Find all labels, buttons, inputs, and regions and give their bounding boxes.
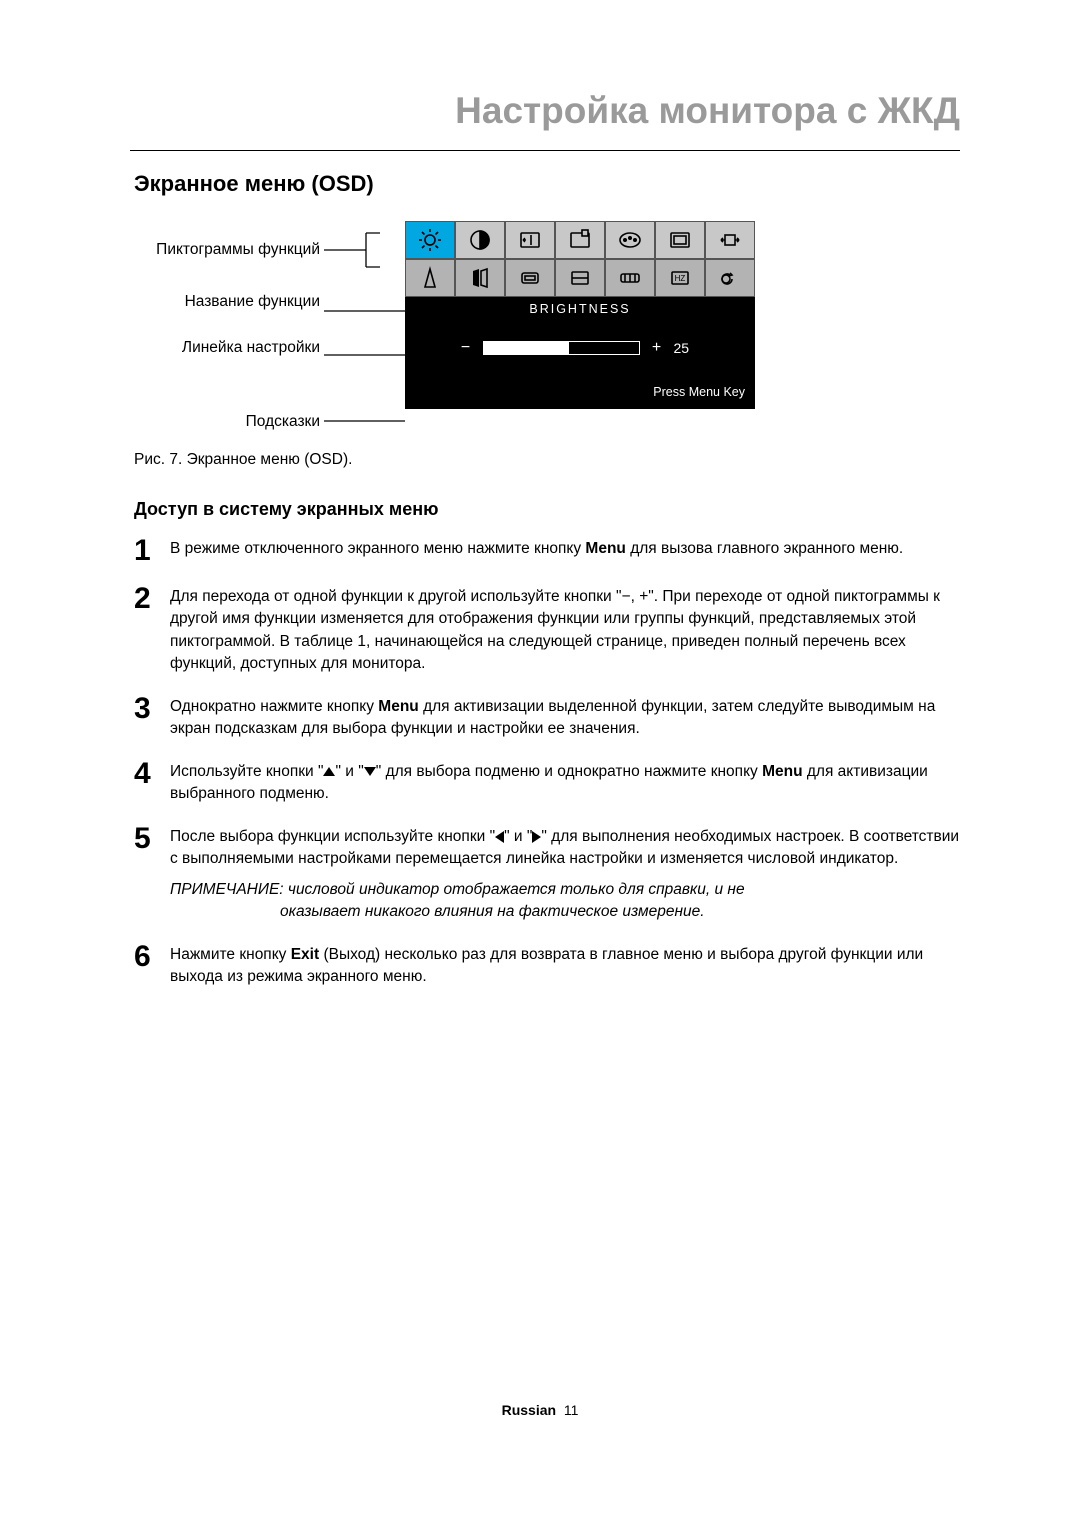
- callout-labels: Пиктограммы функций Название функции Лин…: [130, 221, 320, 433]
- step-number: 4: [134, 759, 170, 806]
- osd-icon-grid: HZ: [405, 221, 755, 297]
- icon-reset[interactable]: [705, 259, 755, 297]
- osd-icon-row-1: [405, 221, 755, 259]
- osd-function-name: BRIGHTNESS: [405, 297, 755, 321]
- label-icons: Пиктограммы функций: [156, 239, 320, 261]
- icon-osd[interactable]: [655, 221, 705, 259]
- step-text: Для перехода от одной функции к другой и…: [170, 584, 960, 676]
- osd-icon-row-2: HZ: [405, 259, 755, 297]
- slider-minus[interactable]: −: [459, 339, 473, 357]
- step-text: После выбора функции используйте кнопки …: [170, 824, 960, 924]
- icon-phase[interactable]: [455, 259, 505, 297]
- osd-hint: Press Menu Key: [405, 381, 755, 405]
- page-title: Настройка монитора с ЖКД: [130, 90, 960, 132]
- label-hints: Подсказки: [246, 411, 320, 433]
- footer-page: 11: [564, 1402, 579, 1418]
- page: Настройка монитора с ЖКД Экранное меню (…: [0, 0, 1080, 1528]
- icon-brightness[interactable]: [405, 221, 455, 259]
- step-6: 6Нажмите кнопку Exit (Выход) несколько р…: [134, 942, 960, 989]
- slider-plus[interactable]: +: [650, 339, 664, 357]
- label-slider: Линейка настройки: [182, 337, 320, 359]
- icon-input[interactable]: [605, 259, 655, 297]
- step-4: 4Используйте кнопки "" и "" для выбора п…: [134, 759, 960, 806]
- icon-clock[interactable]: [505, 259, 555, 297]
- step-5: 5После выбора функции используйте кнопки…: [134, 824, 960, 924]
- icon-contrast[interactable]: [455, 221, 505, 259]
- step-number: 6: [134, 942, 170, 989]
- slider-value: 25: [674, 340, 702, 356]
- step-number: 1: [134, 536, 170, 566]
- icon-autosize[interactable]: [705, 221, 755, 259]
- step-text: Однократно нажмите кнопку Menu для актив…: [170, 694, 960, 741]
- figure-caption: Рис. 7. Экранное меню (OSD).: [134, 451, 960, 469]
- step-1: 1В режиме отключенного экранного меню на…: [134, 536, 960, 566]
- label-name: Название функции: [185, 291, 320, 313]
- slider-fill: [484, 342, 569, 354]
- osd-panel: HZ BRIGHTNESS − + 25 Press Menu Key: [405, 221, 755, 409]
- icon-hposition[interactable]: [505, 221, 555, 259]
- footer-lang: Russian: [502, 1402, 556, 1418]
- icon-scaling[interactable]: [555, 259, 605, 297]
- step-number: 2: [134, 584, 170, 676]
- subsection-heading: Доступ в систему экранных меню: [134, 499, 960, 520]
- step-text: Нажмите кнопку Exit (Выход) несколько ра…: [170, 942, 960, 989]
- page-footer: Russian 11: [0, 1402, 1080, 1418]
- step-3: 3Однократно нажмите кнопку Menu для акти…: [134, 694, 960, 741]
- osd-figure: Пиктограммы функций Название функции Лин…: [130, 221, 960, 433]
- icon-color[interactable]: [605, 221, 655, 259]
- step-number: 5: [134, 824, 170, 924]
- section-heading: Экранное меню (OSD): [134, 171, 960, 197]
- osd-slider[interactable]: − + 25: [405, 321, 755, 381]
- step-2: 2Для перехода от одной функции к другой …: [134, 584, 960, 676]
- icon-vposition[interactable]: [555, 221, 605, 259]
- slider-track[interactable]: [483, 341, 640, 355]
- step-number: 3: [134, 694, 170, 741]
- svg-text:HZ: HZ: [675, 274, 686, 283]
- step-text: В режиме отключенного экранного меню наж…: [170, 536, 960, 566]
- icon-sharpness[interactable]: [405, 259, 455, 297]
- steps-list: 1В режиме отключенного экранного меню на…: [134, 536, 960, 989]
- step-text: Используйте кнопки "" и "" для выбора по…: [170, 759, 960, 806]
- title-rule: [130, 150, 960, 151]
- icon-frequency[interactable]: HZ: [655, 259, 705, 297]
